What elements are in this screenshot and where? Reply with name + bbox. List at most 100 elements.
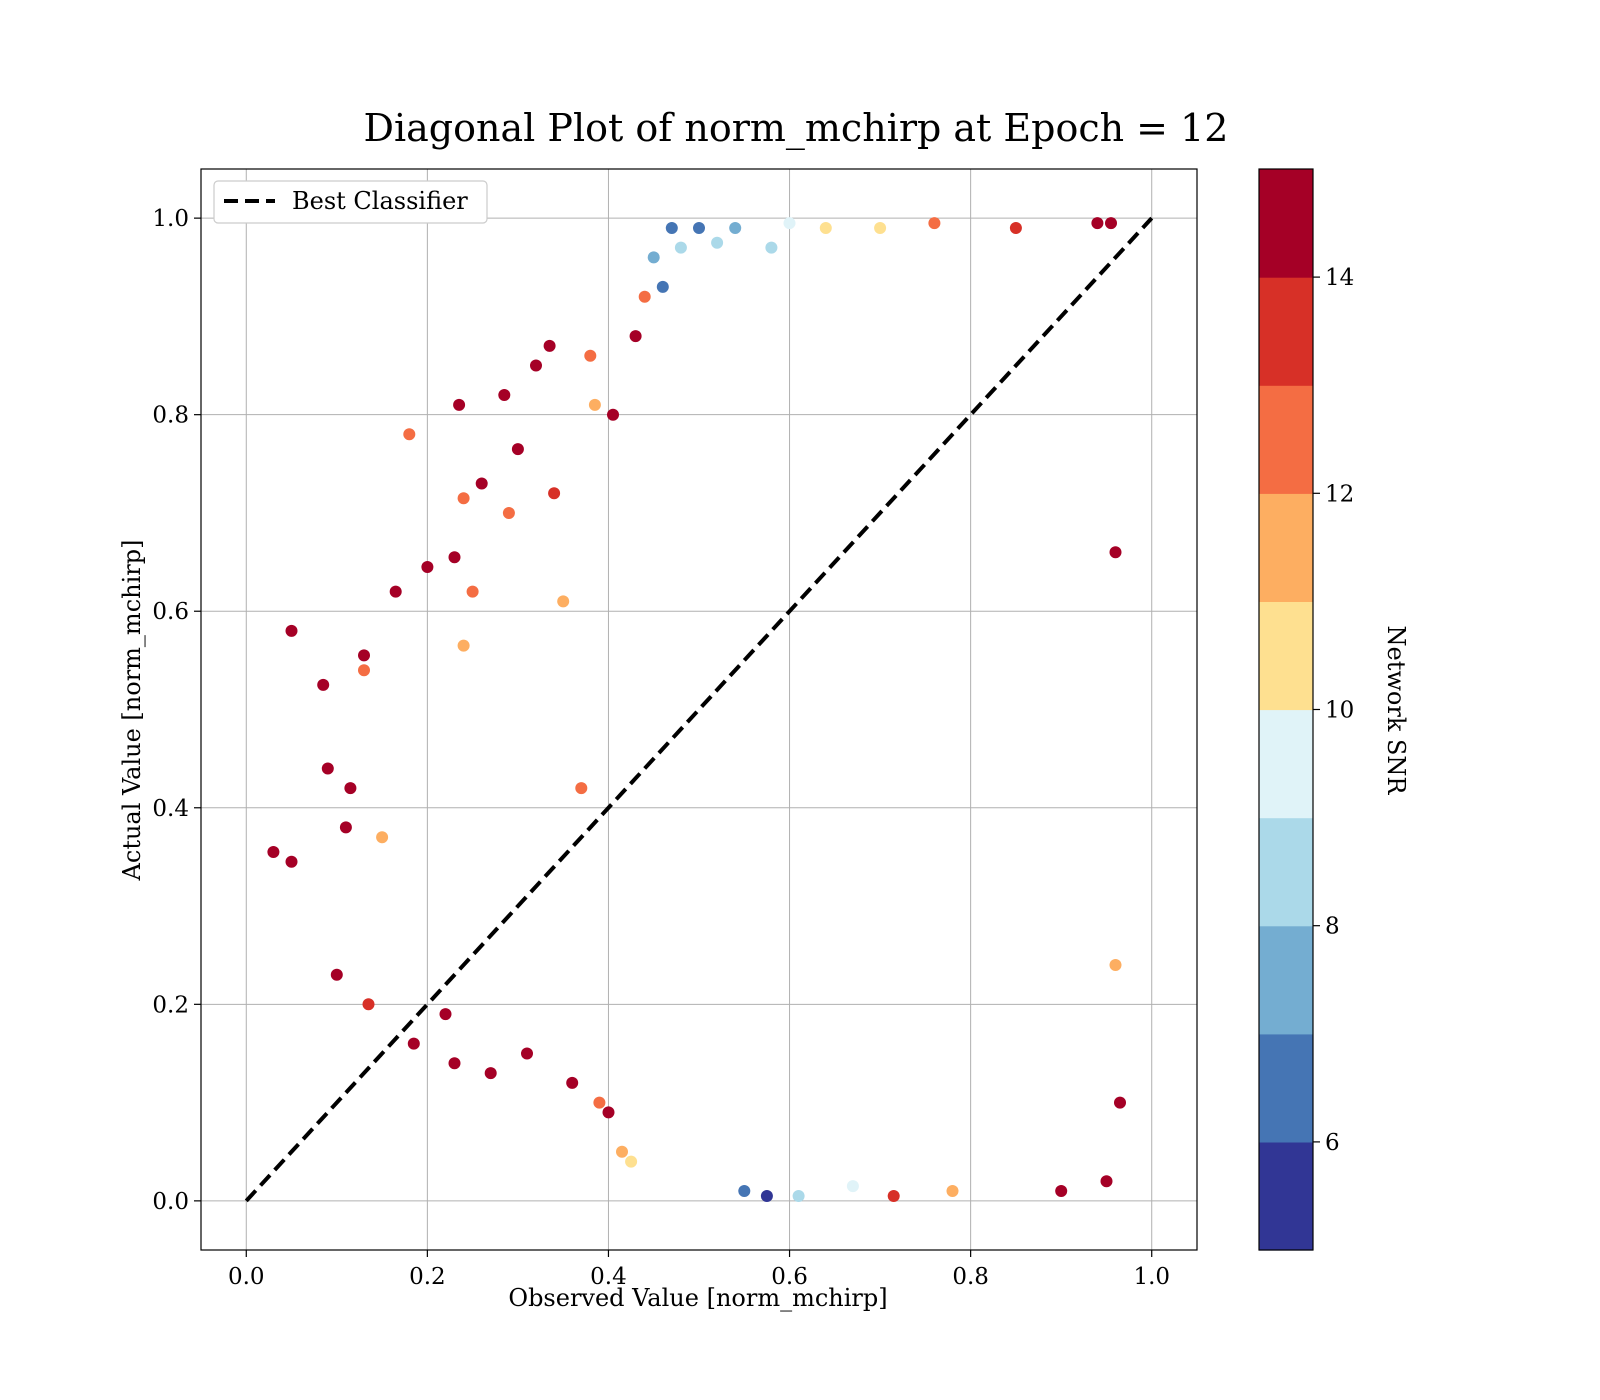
legend-label-best-classifier: Best Classifier	[292, 187, 468, 215]
scatter-point	[421, 561, 434, 573]
scatter-point	[1109, 959, 1122, 971]
scatter-point	[543, 339, 556, 352]
scatter-point	[1100, 1175, 1113, 1188]
scatter-point	[317, 678, 330, 691]
scatter-point	[566, 1076, 579, 1089]
scatter-point	[783, 217, 796, 230]
scatter-point	[1109, 546, 1122, 559]
scatter-point	[448, 551, 461, 564]
scatter-point	[557, 595, 570, 608]
y-tick-label: 0.6	[152, 599, 189, 625]
scatter-point	[1009, 222, 1022, 234]
y-tick-label: 0.0	[152, 1189, 189, 1215]
scatter-point	[874, 222, 887, 234]
scatter-point	[358, 649, 370, 662]
x-tick-label: 0.6	[771, 1264, 808, 1290]
colorbar-segment	[1259, 169, 1313, 278]
scatter-point	[946, 1185, 959, 1197]
scatter-point	[607, 408, 619, 421]
scatter-point	[625, 1155, 638, 1168]
colorbar-segment	[1259, 493, 1313, 602]
chart-title: Diagonal Plot of norm_mchirp at Epoch = …	[364, 106, 1229, 151]
scatter-point	[285, 855, 298, 868]
colorbar-segment	[1259, 1033, 1313, 1143]
scatter-point	[321, 762, 334, 775]
colorbar-label: Network SNR	[1382, 626, 1410, 796]
scatter-point	[846, 1180, 859, 1193]
best-classifier-line	[244, 216, 1154, 1203]
colorbar-segment	[1259, 709, 1313, 819]
scatter-point	[453, 398, 466, 411]
y-tick-label: 0.8	[152, 403, 189, 429]
scatter-point	[711, 236, 724, 249]
legend: Best Classifier	[213, 180, 488, 224]
scatter-point	[602, 1106, 615, 1119]
scatter-point	[1055, 1185, 1068, 1197]
colorbar-segment	[1259, 601, 1313, 711]
colorbar-tick-label: 8	[1325, 914, 1340, 940]
x-tick-label: 0.2	[409, 1264, 446, 1290]
colorbar: 6 8 10 12 14	[1258, 168, 1354, 1251]
scatter-point	[267, 846, 280, 858]
x-tick-label: 0.4	[590, 1264, 627, 1290]
y-tick-label: 0.4	[152, 796, 189, 822]
scatter-point	[475, 477, 488, 490]
scatter-point	[344, 782, 357, 795]
colorbar-segment	[1259, 277, 1313, 386]
scatter-point	[1114, 1096, 1126, 1109]
scatter-point	[593, 1096, 606, 1109]
scatter-point	[647, 251, 660, 264]
y-tick-label: 1.0	[152, 206, 189, 232]
x-axis: 0.0 0.2 0.4 0.6 0.8 1.0	[228, 1250, 1170, 1290]
scatter-point	[638, 290, 651, 303]
scatter-point	[765, 241, 778, 254]
x-tick-label: 0.0	[228, 1264, 265, 1290]
x-tick-label: 0.8	[952, 1264, 989, 1290]
scatter-point	[484, 1067, 497, 1080]
colorbar-segment	[1259, 925, 1313, 1035]
colorbar-tick-label: 6	[1325, 1130, 1340, 1156]
scatter-point	[362, 998, 375, 1011]
scatter-point	[584, 349, 597, 362]
scatter-point	[588, 398, 601, 411]
scatter-point	[575, 782, 588, 795]
scatter-point	[358, 664, 370, 677]
colorbar-segment	[1259, 1141, 1313, 1251]
x-axis-label: Observed Value [norm_mchirp]	[508, 1284, 887, 1312]
scatter-point	[1091, 217, 1104, 230]
y-axis: 0.0 0.2 0.4 0.6 0.8 1.0	[152, 206, 201, 1215]
scatter-point	[887, 1190, 900, 1202]
scatter-point	[457, 639, 470, 652]
colorbar-tick-label: 14	[1325, 265, 1354, 291]
scatter-point	[1105, 217, 1117, 230]
colorbar-tick-label: 12	[1325, 481, 1354, 507]
scatter-point	[502, 507, 515, 519]
scatter-point	[376, 831, 389, 844]
scatter-point	[693, 222, 705, 234]
scatter-point	[548, 487, 561, 500]
scatter-point	[330, 968, 343, 981]
scatter-point	[498, 389, 511, 401]
scatter-point	[656, 280, 669, 293]
scatter-point	[616, 1145, 628, 1158]
colorbar-segment	[1259, 385, 1313, 494]
scatter-point	[466, 585, 479, 598]
legend-box	[213, 180, 488, 224]
scatter-point	[674, 241, 687, 254]
y-axis-label: Actual Value [norm_mchirp]	[118, 540, 146, 882]
scatter-point	[521, 1047, 533, 1060]
scatter-point	[339, 821, 352, 834]
scatter-point	[389, 585, 402, 598]
colorbar-tick-label: 10	[1325, 698, 1354, 724]
scatter-point	[403, 428, 416, 441]
scatter-point	[738, 1185, 751, 1197]
scatter-point	[530, 359, 542, 372]
scatter-point	[285, 624, 298, 637]
x-tick-label: 1.0	[1133, 1264, 1170, 1290]
scatter-point	[665, 222, 678, 234]
scatter-point	[511, 443, 524, 456]
scatter-point	[792, 1190, 805, 1202]
plot-frame	[200, 168, 1198, 1251]
scatter-point	[819, 222, 832, 234]
